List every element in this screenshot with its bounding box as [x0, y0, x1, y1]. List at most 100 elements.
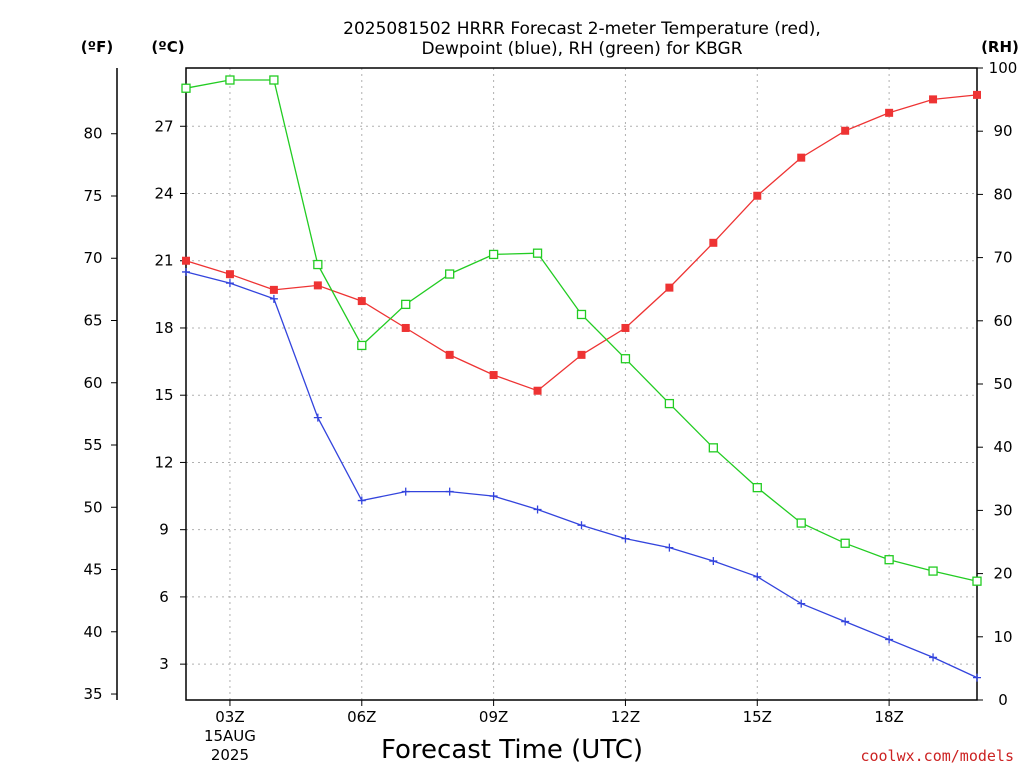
rh-point	[752, 482, 762, 493]
y-tick-label-rh: 90	[993, 122, 1012, 140]
dewpoint-point	[797, 599, 806, 608]
dewpoint-point	[269, 294, 278, 303]
dewpoint-line	[185, 271, 978, 679]
dewpoint-point	[929, 653, 938, 662]
temperature-point	[313, 281, 322, 290]
unit-celsius-label: (ºC)	[151, 38, 184, 56]
rh-point	[488, 249, 499, 260]
y-tick-label-celsius: 15	[154, 386, 173, 404]
temperature-point	[841, 126, 850, 135]
y-tick-label-fahrenheit: 50	[83, 498, 102, 516]
dewpoint-point	[885, 635, 894, 644]
y-tick-label-fahrenheit: 65	[83, 312, 102, 330]
rh-point	[357, 340, 367, 351]
dewpoint-point	[313, 413, 322, 422]
rh-point	[620, 354, 631, 364]
dewpoint-point	[401, 487, 410, 496]
y-tick-label-fahrenheit: 45	[83, 561, 102, 579]
temperature-point	[357, 297, 366, 306]
rh-point	[532, 248, 543, 258]
chart-title-line1: 2025081502 HRRR Forecast 2-meter Tempera…	[343, 19, 821, 39]
plot-frame	[185, 67, 978, 701]
rh-point	[269, 75, 279, 85]
dewpoint-point	[225, 279, 234, 288]
x-tick-year-label: 2025	[211, 746, 249, 764]
y-tick-label-rh: 0	[998, 691, 1008, 709]
rh-point	[664, 398, 675, 409]
y-tick-label-fahrenheit: 80	[83, 125, 102, 143]
y-tick-label-rh: 100	[989, 59, 1018, 77]
x-tick-label: 15Z	[743, 708, 772, 726]
temperature-point	[269, 285, 278, 294]
dewpoint-point	[577, 521, 586, 530]
unit-rh-label: (RH)	[981, 38, 1019, 56]
dewpoint-point	[973, 673, 981, 682]
temperature-line	[185, 94, 978, 392]
x-tick-label: 06Z	[347, 708, 376, 726]
temperature-point	[445, 350, 454, 359]
temperature-point	[401, 323, 410, 332]
dewpoint-point	[709, 557, 718, 566]
y-tick-label-celsius: 18	[154, 319, 173, 337]
temperature-point	[753, 191, 762, 200]
y-tick-label-rh: 20	[993, 565, 1012, 583]
dewpoint-point	[445, 487, 454, 496]
dewpoint-point	[489, 492, 498, 501]
unit-fahrenheit-label: (ºF)	[81, 38, 113, 56]
y-tick-label-rh: 30	[993, 501, 1012, 519]
temperature-point	[973, 90, 981, 99]
temperature-point	[665, 283, 674, 292]
dewpoint-point	[182, 267, 190, 276]
grid-layer	[186, 68, 977, 700]
rh-point	[445, 269, 455, 279]
y-tick-label-fahrenheit: 60	[83, 374, 102, 392]
y-tick-label-celsius: 27	[154, 117, 173, 135]
y-tick-label-fahrenheit: 55	[83, 436, 102, 454]
y-tick-label-celsius: 9	[159, 521, 169, 539]
y-tick-label-rh: 50	[993, 375, 1012, 393]
y-tick-label-celsius: 6	[159, 588, 169, 606]
temperature-point	[577, 350, 586, 359]
temperature-point	[182, 256, 190, 265]
dewpoint-point	[533, 505, 542, 514]
temperature-point	[533, 386, 542, 395]
x-tick-label: 12Z	[611, 708, 640, 726]
rh-point	[313, 259, 323, 270]
y-tick-label-fahrenheit: 70	[83, 249, 102, 267]
dewpoint-point	[841, 617, 850, 626]
x-tick-label: 03Z	[215, 708, 244, 726]
y-tick-label-fahrenheit: 75	[83, 187, 102, 205]
chart-title-line2: Dewpoint (blue), RH (green) for KBGR	[421, 39, 742, 59]
dewpoint-point	[357, 496, 366, 505]
rh-point	[928, 566, 938, 576]
y-tick-label-fahrenheit: 35	[83, 685, 102, 703]
rh-point	[840, 538, 850, 548]
temperature-point	[225, 270, 234, 279]
rh-point	[708, 443, 718, 453]
dewpoint-point	[753, 572, 762, 581]
source-credit: coolwx.com/models	[860, 747, 1014, 765]
series-layer	[181, 75, 982, 682]
x-axis-title: Forecast Time (UTC)	[381, 735, 643, 765]
x-tick-label: 09Z	[479, 708, 508, 726]
temperature-point	[709, 238, 718, 247]
y-tick-label-celsius: 12	[154, 453, 173, 471]
rh-point	[796, 518, 806, 528]
rh-point	[401, 299, 411, 310]
dewpoint-point	[665, 543, 674, 552]
y-tick-label-celsius: 21	[154, 252, 173, 270]
x-tick-date-label: 15AUG	[204, 727, 256, 745]
rh-point	[576, 309, 587, 320]
rh-point	[225, 75, 235, 85]
y-tick-label-celsius: 3	[159, 655, 169, 673]
temperature-point	[929, 95, 938, 104]
rh-point	[181, 83, 191, 93]
y-tick-label-rh: 60	[993, 312, 1012, 330]
y-tick-label-rh: 80	[993, 185, 1012, 203]
y-tick-label-celsius: 24	[154, 185, 173, 203]
temperature-point	[489, 371, 498, 380]
y-tick-label-rh: 40	[993, 438, 1012, 456]
y-tick-label-rh: 70	[993, 249, 1012, 267]
